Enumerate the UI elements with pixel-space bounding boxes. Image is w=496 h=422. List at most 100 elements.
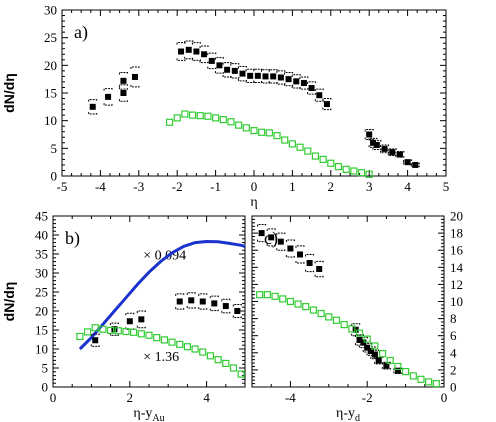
data-point — [268, 234, 275, 241]
data-point — [371, 351, 378, 358]
data-point — [270, 73, 277, 80]
data-point — [131, 73, 138, 80]
y-tick-label: 20 — [44, 58, 57, 73]
data-point — [178, 48, 185, 55]
data-point — [383, 362, 390, 369]
data-point — [332, 316, 341, 324]
data-point — [296, 143, 304, 151]
error-bracket — [284, 72, 294, 87]
data-point — [145, 331, 153, 339]
data-point — [120, 77, 127, 84]
y-tick-label: 30 — [35, 266, 48, 281]
data-point — [181, 110, 189, 118]
data-point — [288, 140, 296, 148]
data-point — [76, 332, 84, 341]
x-tick-label: 4 — [404, 179, 411, 194]
data-point — [355, 329, 364, 337]
data-point — [126, 318, 133, 325]
panel-label: b) — [65, 228, 80, 249]
series-line — [78, 239, 246, 351]
data-point — [300, 80, 307, 87]
data-point — [250, 127, 258, 135]
data-point — [404, 159, 411, 166]
y-tick-label: 8 — [450, 311, 457, 326]
data-point — [389, 149, 396, 156]
error-bracket — [268, 69, 278, 84]
data-point — [188, 297, 195, 304]
x-tick-label: -4 — [95, 179, 106, 194]
data-point — [254, 72, 261, 79]
data-point — [212, 114, 220, 122]
y-tick-label: 4 — [450, 345, 457, 360]
error-bracket — [232, 304, 242, 318]
data-point — [425, 378, 433, 386]
error-bracket — [191, 42, 201, 61]
data-point — [375, 357, 382, 364]
data-point — [83, 328, 92, 336]
x-tick-label: 3 — [366, 179, 373, 194]
x-tick-label: -5 — [57, 179, 68, 194]
x-axis-label: η — [250, 195, 257, 210]
error-bracket — [118, 72, 128, 90]
error-bracket — [314, 260, 324, 278]
annotation: × 1.36 — [143, 350, 179, 365]
data-point — [334, 162, 343, 171]
data-point — [237, 370, 245, 378]
data-point — [340, 320, 348, 329]
y-tick-label: 45 — [35, 209, 48, 224]
data-point — [287, 245, 294, 252]
data-point — [386, 356, 394, 365]
x-tick-label: 0 — [441, 390, 448, 405]
data-point — [356, 336, 363, 343]
data-point — [271, 292, 279, 300]
data-point — [311, 152, 320, 160]
data-point — [224, 66, 231, 73]
panel-label: a) — [74, 22, 88, 43]
error-bracket — [305, 253, 315, 273]
x-tick-label: 2 — [328, 179, 335, 194]
data-point — [91, 324, 99, 332]
x-tick-label: -1 — [210, 179, 221, 194]
data-point — [316, 92, 323, 99]
data-point — [111, 326, 118, 333]
data-point — [211, 300, 218, 307]
data-point — [222, 303, 229, 310]
data-point — [360, 339, 367, 346]
data-point — [304, 147, 312, 155]
y-tick-label: 20 — [450, 209, 463, 224]
data-point — [114, 327, 122, 335]
data-point — [199, 348, 207, 356]
error-bracket — [214, 57, 224, 74]
data-point — [396, 151, 403, 158]
data-point — [327, 159, 335, 167]
error-bracket — [307, 81, 317, 95]
data-point — [409, 372, 417, 380]
plot-frame — [61, 9, 447, 177]
data-point — [378, 350, 387, 358]
error-bracket — [380, 144, 390, 154]
y-axis-label: dN/dη — [1, 282, 17, 322]
data-point — [234, 308, 241, 314]
error-bracket — [266, 228, 276, 247]
y-tick-label: 40 — [35, 228, 48, 243]
data-point — [273, 132, 281, 140]
x-tick-label: 5 — [443, 179, 450, 194]
error-bracket — [387, 148, 397, 157]
y-tick-label: 16 — [450, 243, 464, 258]
data-point — [381, 145, 388, 152]
data-point — [348, 325, 356, 333]
data-point — [285, 76, 292, 83]
y-tick-label: 15 — [44, 86, 57, 101]
data-point — [208, 57, 215, 64]
data-point — [394, 362, 402, 371]
data-point — [308, 85, 315, 92]
data-point — [317, 309, 325, 318]
y-tick-label: 30 — [44, 3, 57, 18]
error-bracket — [130, 66, 140, 88]
error-bracket — [207, 52, 217, 70]
data-point — [306, 260, 313, 267]
data-point — [262, 73, 269, 80]
data-point — [105, 93, 112, 100]
data-point — [366, 131, 373, 138]
y-tick-label: 10 — [44, 113, 57, 128]
